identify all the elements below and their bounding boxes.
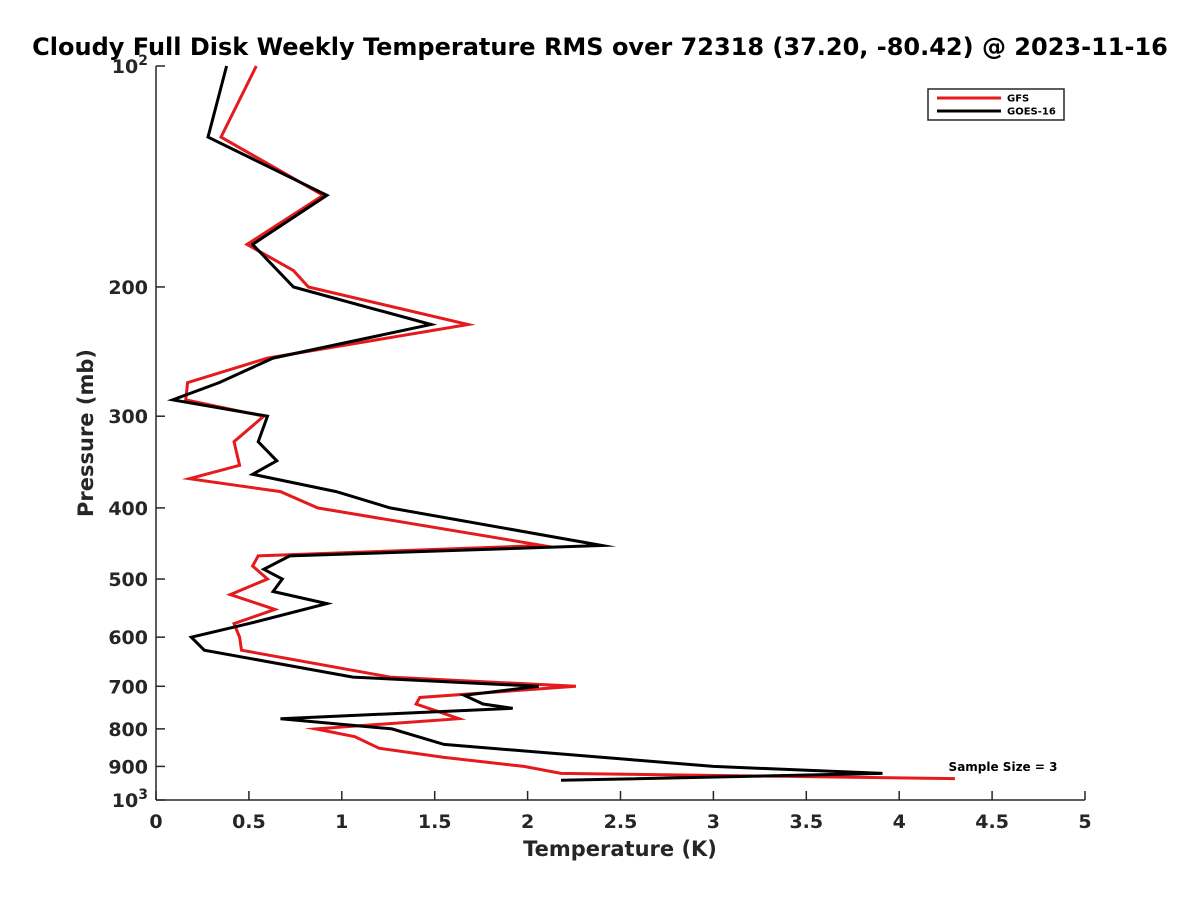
x-tick-label: 3.5 xyxy=(789,811,823,833)
y-tick-label: 400 xyxy=(108,498,148,520)
y-tick-label: 900 xyxy=(108,756,148,778)
legend-items: GFS GOES-16 xyxy=(937,94,1056,118)
y-tick-label: 600 xyxy=(108,627,148,649)
legend: GFS GOES-16 xyxy=(927,88,1065,121)
y-axis-label: Pressure (mb) xyxy=(74,349,98,517)
x-tick-label: 2.5 xyxy=(604,811,638,833)
y-tick-label: 500 xyxy=(108,569,148,591)
x-tick-label: 2 xyxy=(521,811,534,833)
x-tick-label: 3 xyxy=(707,811,720,833)
x-axis-ticks: 0 0.5 1 1.5 2 2.5 3 3.5 4 4.5 5 xyxy=(149,791,1092,833)
legend-label-gfs: GFS xyxy=(1007,94,1029,105)
chart-title: Cloudy Full Disk Weekly Temperature RMS … xyxy=(32,33,1168,61)
series-line-gfs xyxy=(181,65,955,781)
y-tick-label: 102 xyxy=(112,53,148,78)
x-tick-label: 4.5 xyxy=(975,811,1009,833)
series-line-goes-16 xyxy=(166,65,883,782)
y-tick-label: 300 xyxy=(108,406,148,428)
series-layer xyxy=(166,65,955,782)
y-tick-label: 700 xyxy=(108,676,148,698)
legend-label-goes-16: GOES-16 xyxy=(1007,107,1056,118)
y-tick-label: 800 xyxy=(108,719,148,741)
y-axis-ticks: 102 200 300 400 500 600 700 800 900 103 xyxy=(108,53,165,812)
y-tick-label: 200 xyxy=(108,277,148,299)
sample-size-annotation: Sample Size = 3 xyxy=(949,760,1058,774)
x-tick-label: 0 xyxy=(149,811,162,833)
plot-area xyxy=(156,66,1085,800)
x-tick-label: 0.5 xyxy=(232,811,266,833)
legend-box xyxy=(927,88,1065,121)
x-tick-label: 1.5 xyxy=(418,811,452,833)
x-tick-label: 1 xyxy=(335,811,348,833)
x-axis-label: Temperature (K) xyxy=(523,837,717,861)
x-tick-label: 4 xyxy=(893,811,906,833)
x-tick-label: 5 xyxy=(1078,811,1091,833)
y-tick-label: 103 xyxy=(112,787,148,812)
